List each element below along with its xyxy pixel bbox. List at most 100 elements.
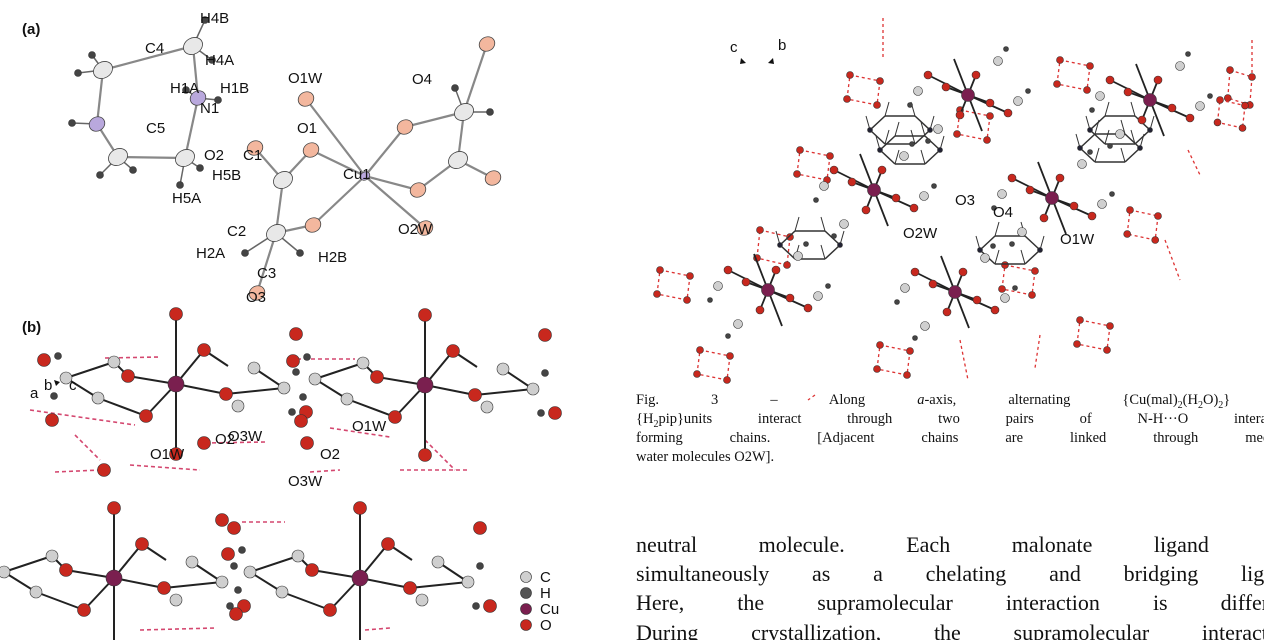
atom [244, 566, 256, 578]
atom [481, 401, 493, 413]
h-bond [1218, 122, 1243, 128]
n-atom [1088, 128, 1093, 133]
bond [885, 102, 889, 116]
atom [1214, 119, 1221, 126]
atom [878, 166, 886, 174]
h-bond [1165, 240, 1180, 280]
atom [46, 550, 58, 562]
cu-atom [962, 89, 975, 102]
atom [1155, 213, 1162, 220]
body-line: neutral molecule. Each malonate ligand a… [636, 532, 1264, 558]
atom [158, 582, 171, 595]
caption-line: forming chains. [Adjacent chains are lin… [636, 430, 1264, 447]
atom-label: C4 [145, 40, 164, 57]
atom-label: O2 [320, 446, 340, 463]
atom [220, 388, 233, 401]
bond [870, 116, 885, 130]
bond [410, 582, 468, 588]
legend-swatch [521, 620, 532, 631]
h-atom [804, 242, 809, 247]
cu-atom [762, 284, 775, 297]
atom [228, 522, 241, 535]
bond [185, 98, 198, 158]
caption-text: -axis, alternating {Cu(mal) [924, 392, 1177, 408]
bond [1025, 236, 1040, 250]
atom-label: O2 [215, 431, 235, 448]
atom [1196, 102, 1205, 111]
atom-label: O3 [955, 192, 975, 209]
bond [995, 250, 999, 264]
bond [921, 150, 925, 164]
h-atom [1208, 94, 1213, 99]
atom [910, 204, 918, 212]
h-bond [1188, 150, 1200, 175]
atom [1074, 341, 1081, 348]
atom [694, 371, 701, 378]
atom [172, 146, 197, 170]
atom [1124, 88, 1132, 96]
atom [901, 284, 910, 293]
atom-label: H4A [205, 52, 234, 69]
atom [697, 347, 704, 354]
atom [408, 180, 429, 200]
atom [714, 282, 723, 291]
h-bond [757, 230, 760, 258]
atom [943, 308, 951, 316]
atom-label: H2A [196, 245, 225, 262]
h-bond [55, 470, 100, 472]
atom [306, 564, 319, 577]
h-atom [452, 85, 459, 92]
atom [724, 266, 732, 274]
atom-label: O2 [204, 147, 224, 164]
atom-label: H2B [318, 249, 347, 266]
atom [907, 348, 914, 355]
atom [972, 71, 980, 79]
body-line: simultaneously as a chelating and bridgi… [636, 561, 1264, 587]
caption-line: water molecules O2W]. [636, 449, 1264, 466]
bond [118, 157, 185, 158]
atom [1008, 174, 1016, 182]
h-atom [542, 370, 549, 377]
atom [180, 34, 205, 58]
h-atom [1110, 192, 1115, 197]
bond [1105, 102, 1109, 116]
atom [1026, 186, 1034, 194]
atom [170, 308, 183, 321]
atom [92, 392, 104, 404]
atom-label: O4 [412, 71, 432, 88]
atom [1176, 62, 1185, 71]
atom [814, 292, 823, 301]
atom [276, 586, 288, 598]
atom [874, 366, 881, 373]
atom [756, 306, 764, 314]
atom [371, 371, 384, 384]
atom [1001, 294, 1010, 303]
h-bond [1005, 265, 1035, 271]
h-bond [850, 75, 880, 81]
n-atom [778, 243, 783, 248]
atom [786, 294, 794, 302]
atom [170, 594, 182, 606]
atom [1154, 76, 1162, 84]
page: (a) (b) H4BC4H4AH1AH1BN1O1WO4O1O2C5H5BC1… [0, 0, 1264, 640]
atom [198, 344, 211, 357]
h-bond [877, 369, 907, 375]
atom [892, 194, 900, 202]
h-bond [760, 230, 790, 237]
h-atom [908, 103, 913, 108]
bond [895, 122, 899, 136]
atom [78, 604, 91, 617]
bond [313, 176, 365, 225]
h-bond [1250, 77, 1252, 105]
atom [687, 273, 694, 280]
atom [1239, 125, 1246, 132]
atom [877, 78, 884, 85]
atom [984, 137, 991, 144]
atom [1249, 74, 1256, 81]
atom [1070, 202, 1078, 210]
h-bond [797, 174, 827, 180]
atom [483, 168, 504, 188]
atom-label: C1 [243, 147, 262, 164]
axis-arrow [768, 58, 774, 64]
h-atom [231, 563, 238, 570]
